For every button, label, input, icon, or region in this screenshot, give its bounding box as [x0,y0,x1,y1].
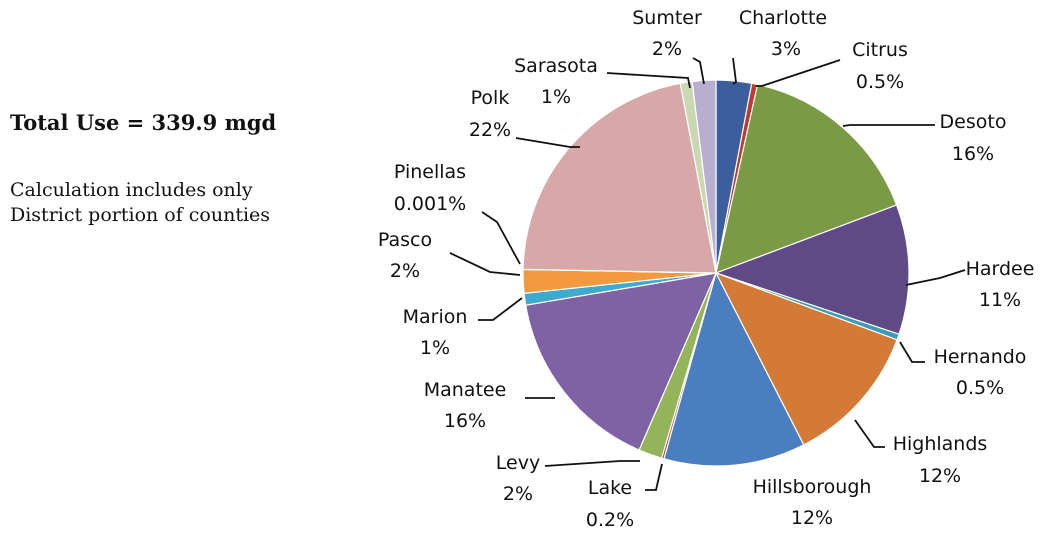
leader-line-sarasota [606,72,691,89]
leader-line-highlands [854,419,885,448]
slice-percent-sarasota: 1% [541,86,571,108]
pie-slice-hillsborough [663,271,805,467]
slice-percent-sumter: 2% [652,38,682,60]
slice-name-hernando: Hernando [934,346,1027,368]
leader-line-citrus [756,59,841,87]
leader-line-polk [515,137,580,148]
slice-percent-hillsborough: 12% [791,507,833,529]
calculation-note: Calculation includes only District porti… [10,178,350,228]
slice-percent-desoto: 16% [952,143,994,165]
slice-name-charlotte: Charlotte [739,7,827,29]
slice-name-manatee: Manatee [424,379,507,401]
leader-line-desoto [842,124,935,127]
leader-line-pinellas [481,211,521,265]
calculation-note-line-2: District portion of counties [10,204,271,226]
leader-line-marion [478,297,523,321]
slice-percent-pinellas: 0.001% [394,193,466,215]
slice-percent-hardee: 11% [979,289,1021,311]
slice-percent-marion: 1% [420,337,450,359]
slice-percent-hernando: 0.5% [956,377,1004,399]
slice-percent-lake: 0.2% [586,509,634,531]
total-use-label: Total Use = 339.9 mgd [10,110,277,135]
slice-name-polk: Polk [471,87,510,109]
pie-slice-desoto [715,83,898,274]
pie-slices [522,79,910,467]
pie-slice-polk [522,82,717,274]
leader-lines [449,57,966,491]
slice-percent-charlotte: 3% [771,38,801,60]
slice-labels: Charlotte 3% Citrus 0.5% Desoto 16% Hardee 11% H… [378,7,1035,531]
slice-percent-citrus: 0.5% [856,71,904,93]
slice-percent-manatee: 16% [444,410,486,432]
slice-name-hardee: Hardee [966,258,1035,280]
slice-name-sarasota: Sarasota [514,55,598,77]
leader-line-charlotte [732,57,737,85]
leader-line-hardee [905,269,966,286]
slice-percent-levy: 2% [503,483,533,505]
slice-name-levy: Levy [496,452,540,474]
leader-line-sumter [692,57,705,85]
slice-percent-highlands: 12% [919,465,961,487]
leader-line-hernando [899,341,925,363]
slice-name-highlands: Highlands [893,433,988,455]
slice-name-sumter: Sumter [632,7,702,29]
slice-name-pinellas: Pinellas [394,161,466,183]
pie-slice-hardee [714,204,910,335]
slice-name-marion: Marion [403,306,468,328]
leader-line-levy [544,460,640,467]
calculation-note-line-1: Calculation includes only [10,179,253,201]
slice-name-citrus: Citrus [852,39,908,61]
pie-slice-manatee [525,272,717,451]
slice-percent-pasco: 2% [390,260,420,282]
leader-line-pasco [449,252,521,276]
pie-slice-highlands [714,271,898,446]
leader-line-lake [645,463,663,491]
slice-name-hillsborough: Hillsborough [753,476,872,498]
slice-name-pasco: Pasco [378,229,432,251]
slice-percent-polk: 22% [469,119,511,141]
slice-name-desoto: Desoto [940,111,1007,133]
slice-name-lake: Lake [588,477,632,499]
